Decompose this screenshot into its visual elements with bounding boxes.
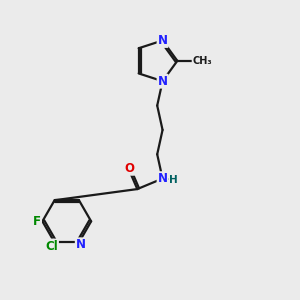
Text: F: F (33, 215, 41, 228)
Text: Cl: Cl (45, 239, 58, 253)
Text: N: N (158, 75, 168, 88)
Text: N: N (158, 34, 168, 47)
Text: H: H (169, 175, 178, 185)
Text: N: N (158, 172, 168, 185)
Text: CH₃: CH₃ (192, 56, 212, 66)
Text: N: N (76, 238, 86, 251)
Text: O: O (124, 162, 134, 175)
